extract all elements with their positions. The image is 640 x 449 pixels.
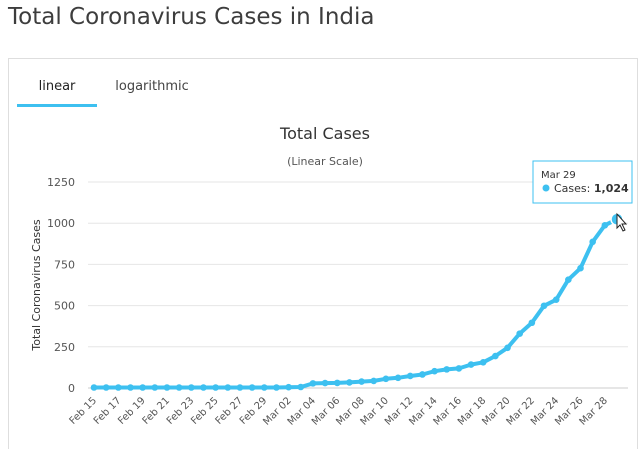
data-point[interactable] bbox=[406, 372, 414, 380]
tooltip-date: Mar 29 bbox=[541, 170, 576, 181]
data-point[interactable] bbox=[175, 384, 183, 391]
data-point[interactable] bbox=[115, 384, 122, 391]
data-point[interactable] bbox=[139, 384, 146, 391]
data-point[interactable] bbox=[224, 384, 232, 391]
y-tick-label: 750 bbox=[54, 258, 75, 271]
data-point[interactable] bbox=[565, 276, 572, 284]
data-point[interactable] bbox=[516, 330, 523, 337]
data-point[interactable] bbox=[321, 379, 329, 387]
data-point[interactable] bbox=[552, 296, 560, 303]
y-tick-label: 500 bbox=[54, 300, 75, 313]
tooltip-series-marker bbox=[542, 184, 550, 192]
data-point[interactable] bbox=[455, 365, 463, 372]
chart-subtitle: (Linear Scale) bbox=[287, 155, 363, 168]
data-point[interactable] bbox=[589, 238, 596, 246]
data-point[interactable] bbox=[346, 379, 353, 386]
data-point[interactable] bbox=[163, 384, 171, 391]
data-point[interactable] bbox=[248, 384, 256, 391]
data-point[interactable] bbox=[285, 383, 292, 391]
data-point[interactable] bbox=[394, 374, 402, 382]
data-point[interactable] bbox=[273, 384, 280, 391]
data-point[interactable] bbox=[200, 384, 207, 391]
data-point[interactable] bbox=[382, 375, 390, 383]
y-tick-label: 0 bbox=[68, 382, 75, 395]
data-point[interactable] bbox=[443, 366, 451, 373]
chart-title: Total Cases bbox=[279, 124, 370, 143]
data-point[interactable] bbox=[297, 383, 305, 391]
data-point[interactable] bbox=[260, 384, 268, 391]
y-tick-label: 1250 bbox=[47, 176, 75, 189]
y-axis-label: Total Coronavirus Cases bbox=[30, 219, 43, 352]
data-point[interactable] bbox=[188, 384, 195, 391]
tab-linear[interactable]: linear bbox=[17, 73, 97, 107]
data-point[interactable] bbox=[127, 384, 134, 391]
data-point[interactable] bbox=[601, 222, 609, 229]
svg-text:Cases: 1,024: Cases: 1,024 bbox=[554, 182, 629, 195]
data-point[interactable] bbox=[479, 358, 487, 366]
data-point[interactable] bbox=[309, 380, 317, 387]
data-point[interactable] bbox=[431, 367, 438, 375]
data-point[interactable] bbox=[333, 379, 341, 387]
data-point[interactable] bbox=[151, 384, 159, 391]
data-point[interactable] bbox=[467, 361, 475, 368]
data-point[interactable] bbox=[577, 264, 584, 272]
data-point[interactable] bbox=[528, 319, 536, 327]
data-point[interactable] bbox=[90, 384, 98, 391]
data-point[interactable] bbox=[358, 378, 365, 385]
data-point[interactable] bbox=[419, 371, 426, 378]
page-title: Total Coronavirus Cases in India bbox=[8, 4, 375, 30]
tooltip: Mar 29 Cases: 1,024 bbox=[532, 160, 633, 204]
data-point[interactable] bbox=[370, 377, 378, 385]
data-point[interactable] bbox=[102, 384, 110, 391]
data-point[interactable] bbox=[540, 302, 548, 310]
mouse-cursor-icon bbox=[616, 212, 628, 232]
data-point[interactable] bbox=[236, 384, 244, 391]
tooltip-value: 1,024 bbox=[594, 182, 629, 195]
y-tick-label: 250 bbox=[54, 341, 75, 354]
tab-logarithmic[interactable]: logarithmic bbox=[115, 79, 189, 94]
series-line-cases bbox=[92, 217, 619, 390]
tooltip-series-label: Cases: bbox=[554, 182, 590, 195]
data-point[interactable] bbox=[492, 352, 499, 360]
data-point[interactable] bbox=[504, 344, 511, 352]
y-tick-label: 1000 bbox=[47, 217, 75, 230]
data-point[interactable] bbox=[212, 384, 219, 391]
